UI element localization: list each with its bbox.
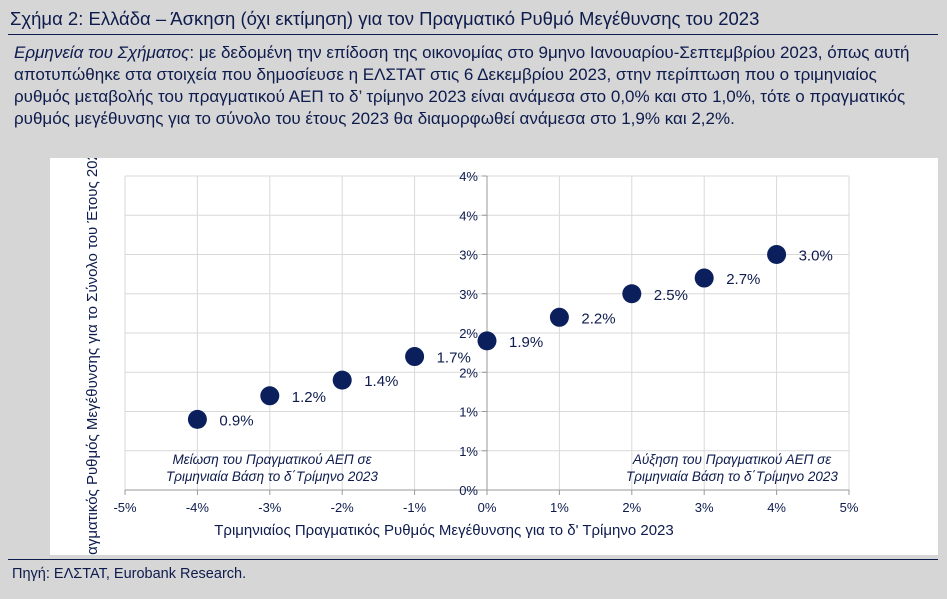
- x-tick-label: 3%: [695, 500, 714, 515]
- data-label: 2.2%: [581, 310, 615, 327]
- x-axis-title: Τριμηνιαίος Πραγματικός Ρυθμός Μεγέθυνση…: [214, 522, 674, 539]
- data-label: 1.4%: [364, 373, 398, 390]
- source-rule: [8, 559, 938, 560]
- annotation-right-line-2: Τριμηνιαία Βάση το δ΄Τρίμηνο 2023: [626, 469, 838, 484]
- title-rule: [8, 34, 938, 35]
- y-tick-label: 2%: [459, 326, 478, 341]
- x-tick-label: -5%: [113, 500, 137, 515]
- points-layer: [187, 245, 787, 429]
- x-tick-label: -2%: [331, 500, 355, 515]
- description-body: : με δεδομένη την επίδοση της οικονομίας…: [14, 43, 910, 128]
- data-point: [767, 245, 787, 264]
- chart-panel: -5% -4% -3% -2% -1% 0% 1% 2% 3% 4% 5% 0% 1% 1% 2% 2% 3% 3…: [50, 144, 938, 574]
- x-tick-label: 5%: [840, 500, 859, 515]
- data-label: 0.9%: [219, 412, 253, 429]
- figure-title: Σχήμα 2: Ελλάδα – Άσκηση (όχι εκτίμηση) …: [10, 8, 760, 29]
- y-tick-label: 0%: [459, 483, 478, 498]
- data-point: [187, 409, 207, 429]
- data-point: [549, 307, 569, 327]
- y-tick-label: 3%: [459, 287, 478, 302]
- source-note: Πηγή: ΕΛΣΤΑΤ, Eurobank Research.: [12, 566, 247, 582]
- annotation-left-line-2: Τριμηνιαία Βάση το δ΄Τρίμηνο 2023: [166, 469, 378, 484]
- data-label: 2.5%: [654, 287, 688, 304]
- y-axis-title: Πραγματικός Ρυθμός Μεγέθυνσης για το Σύν…: [84, 158, 101, 555]
- y-tick-label: 1%: [459, 405, 478, 420]
- y-tick-label: 3%: [459, 248, 478, 263]
- description-lead: Ερμηνεία του Σχήματος: [14, 43, 190, 62]
- scatter-chart: -5% -4% -3% -2% -1% 0% 1% 2% 3% 4% 5% 0% 1% 1% 2% 2% 3% 3…: [84, 144, 859, 574]
- labels-layer: 0.9% 1.2% 1.4% 1.7% 1.9% 2.2% 2.5% 2.7% 3.0%: [219, 248, 832, 430]
- data-label: 1.7%: [437, 350, 471, 367]
- grid-layer: [124, 175, 850, 490]
- y-tick-label: 2%: [459, 365, 478, 380]
- data-point: [405, 347, 425, 367]
- y-tick-label: 1%: [459, 444, 478, 459]
- y-tick-label: 4%: [459, 208, 478, 223]
- y-tick-label: 4%: [459, 169, 478, 184]
- annotation-left-line-1: Μείωση του Πραγματικού ΑΕΠ σε: [172, 452, 372, 467]
- data-point: [622, 284, 642, 304]
- x-tick-label: -4%: [186, 500, 210, 515]
- data-point: [694, 268, 714, 288]
- x-tick-label: 1%: [550, 500, 569, 515]
- x-tick-label: 2%: [622, 500, 641, 515]
- annotation-right-line-1: Αύξηση του Πραγματικού ΑΕΠ σε: [632, 452, 832, 467]
- data-label: 1.2%: [292, 389, 326, 406]
- data-label: 2.7%: [726, 271, 760, 288]
- x-tick-label: 0%: [478, 500, 497, 515]
- data-label: 3.0%: [799, 248, 833, 265]
- x-tick-label: -3%: [258, 500, 282, 515]
- x-tick-label: -1%: [403, 500, 427, 515]
- data-point: [477, 331, 497, 351]
- x-tick-label: 4%: [767, 500, 786, 515]
- data-point: [260, 386, 280, 406]
- data-point: [332, 370, 352, 390]
- figure-description: Ερμηνεία του Σχήματος: με δεδομένη την ε…: [14, 42, 926, 130]
- data-label: 1.9%: [509, 334, 543, 351]
